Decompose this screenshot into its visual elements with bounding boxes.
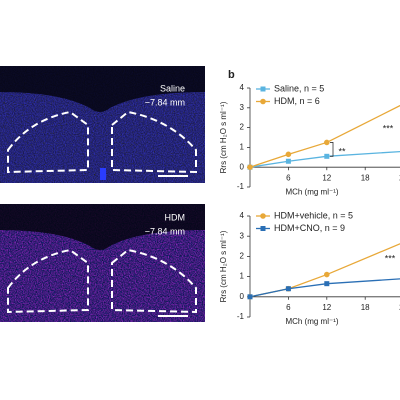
legend-marker [260,86,266,92]
y-tick-label: -1 [237,182,245,191]
y-tick-label: 1 [240,272,245,281]
y-axis-label: Rrs (cm H₂O s ml⁻¹) [219,230,228,302]
y-tick-label: 0 [240,162,245,171]
y-tick-label: 4 [240,83,245,92]
panel-label: b [228,69,235,81]
x-tick-label: 12 [322,303,331,312]
marker [285,286,291,292]
x-tick-label: 18 [361,303,370,312]
series-line [249,278,400,298]
y-tick-label: -1 [237,312,245,321]
y-tick-label: 1 [240,143,245,152]
legend-marker [260,226,266,231]
y-tick-label: 4 [240,211,245,220]
annotation: ** [338,146,346,156]
image-coordinate: −7.84 mm [145,97,185,107]
marker [247,294,253,300]
legend-marker [260,213,266,219]
series-line [249,150,400,168]
annotation: *** [385,253,396,263]
y-tick-label: 3 [240,231,245,240]
marker [285,151,292,158]
series-line [249,104,400,168]
marker [324,139,330,146]
legend-label: Saline, n = 5 [274,83,324,93]
y-tick-label: 3 [240,103,245,112]
y-tick-label: 2 [240,252,245,261]
image-label: HDM [165,212,186,222]
image-saline: Saline −7.84 mm [0,66,205,183]
x-tick-label: 6 [286,173,291,182]
annotation: *** [383,123,394,133]
marker [247,164,253,170]
x-tick-label: 18 [361,173,370,182]
y-tick-label: 2 [240,123,245,132]
legend-marker [260,98,266,105]
legend-label: HDM, n = 6 [274,96,320,106]
y-tick-label: 0 [240,292,245,301]
significance-bracket [330,142,334,157]
image-label: Saline [160,83,185,93]
x-tick-label: 6 [286,303,291,312]
marker [324,281,330,287]
x-axis-label: MCh (mg ml⁻¹) [285,187,338,196]
series-line [249,243,400,298]
legend-label: HDM+CNO, n = 9 [274,223,345,233]
marker [324,271,330,278]
legend-label: HDM+vehicle, n = 5 [274,210,353,220]
marker [285,158,291,164]
image-hdm: HDM −7.84 mm [0,204,205,322]
y-axis-label: Rrs (cm H₂O s ml⁻¹) [219,101,228,173]
marker [324,153,330,159]
image-coordinate: −7.84 mm [145,226,185,236]
x-tick-label: 12 [322,173,331,182]
x-axis-label: MCh (mg ml⁻¹) [285,317,338,326]
